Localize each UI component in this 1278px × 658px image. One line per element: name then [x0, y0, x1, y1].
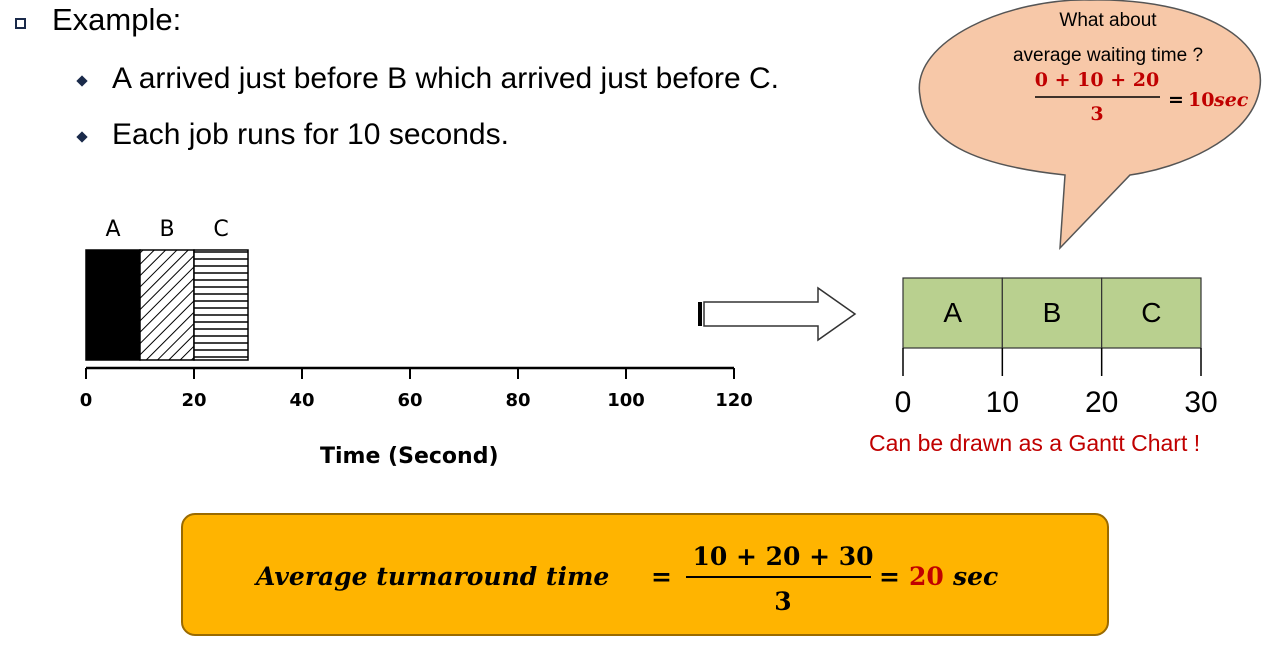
- schedule-chart: A B C 0 20 40 60 80 100 120: [80, 217, 753, 411]
- x-tick-label: 120: [715, 390, 753, 411]
- bubble-numerator: 0 + 10 + 20: [1035, 69, 1159, 91]
- bubble-denominator: 3: [1090, 103, 1103, 125]
- formula-box: [181, 513, 1109, 636]
- diamond-bullet-icon: [76, 131, 88, 143]
- slide-heading: Example:: [52, 2, 182, 37]
- gantt-bar-c: [1101, 277, 1202, 349]
- x-axis-label: Time (Second): [320, 444, 499, 469]
- x-tick-label: 20: [181, 390, 206, 411]
- gantt-tick-label: 30: [1184, 386, 1217, 419]
- bar-c: [193, 249, 249, 361]
- gantt-bar-label-a: A: [943, 297, 962, 328]
- bullet-arrival-order: A arrived just before B which arrived ju…: [112, 62, 779, 95]
- x-tick-label: 80: [505, 390, 530, 411]
- x-tick-label: 0: [80, 390, 93, 411]
- x-tick-label: 60: [397, 390, 422, 411]
- bullet-job-duration: Each job runs for 10 seconds.: [112, 118, 509, 151]
- turnaround-formula: Average turnaround time = 10 + 20 + 30 3…: [254, 542, 998, 616]
- formula-lhs: Average turnaround time: [254, 562, 609, 591]
- bubble-line-2: average waiting time ?: [1013, 45, 1203, 66]
- gantt-caption: Can be drawn as a Gantt Chart !: [869, 430, 1201, 456]
- gantt-chart: A B C 0 10 20 30: [895, 277, 1218, 419]
- bubble-result-value: 10: [1188, 89, 1214, 111]
- bar-label-b: B: [159, 217, 174, 242]
- square-bullet-icon: [15, 18, 26, 29]
- bar-label-a: A: [105, 217, 120, 242]
- formula-equals-2: =: [879, 562, 900, 591]
- x-tick-label: 100: [607, 390, 645, 411]
- bubble-equals: =: [1168, 89, 1184, 111]
- bar-a: [85, 249, 141, 361]
- x-tick-label: 40: [289, 390, 314, 411]
- bar-b: [139, 249, 195, 361]
- bubble-line-1: What about: [1059, 10, 1157, 31]
- bubble-result-unit: sec: [1213, 89, 1249, 111]
- diamond-bullet-icon: [76, 75, 88, 87]
- formula-denominator: 3: [774, 587, 791, 616]
- formula-equals-1: =: [651, 562, 672, 591]
- gantt-bar-label-b: B: [1043, 297, 1062, 328]
- bar-label-c: C: [213, 217, 228, 242]
- gantt-tick-label: 20: [1085, 386, 1118, 419]
- gantt-bar-label-c: C: [1141, 297, 1161, 328]
- gantt-bar-a: [902, 277, 1003, 349]
- formula-numerator: 10 + 20 + 30: [692, 542, 873, 571]
- formula-result-value: 20: [909, 562, 944, 591]
- speech-bubble: What about average waiting time ? 0 + 10…: [918, 0, 1261, 251]
- gantt-tick-label: 0: [895, 386, 912, 419]
- formula-result-unit: sec: [952, 562, 998, 591]
- gantt-bar-b: [1001, 277, 1103, 349]
- right-arrow-icon: [698, 286, 857, 342]
- gantt-tick-label: 10: [986, 386, 1019, 419]
